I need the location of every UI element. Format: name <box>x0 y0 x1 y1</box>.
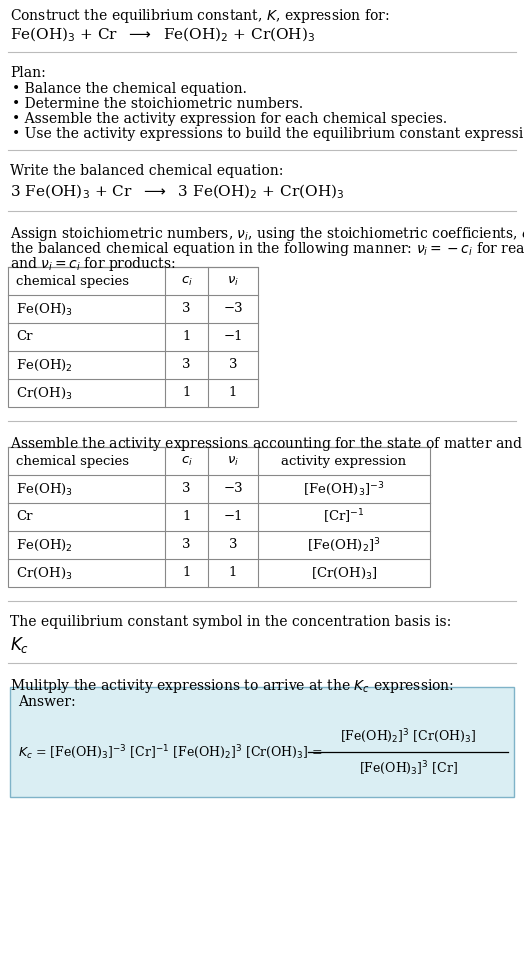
Text: −1: −1 <box>223 510 243 524</box>
Text: 3 Fe(OH)$_3$ + Cr  $\longrightarrow$  3 Fe(OH)$_2$ + Cr(OH)$_3$: 3 Fe(OH)$_3$ + Cr $\longrightarrow$ 3 Fe… <box>10 183 344 201</box>
Text: $c_i$: $c_i$ <box>181 274 192 288</box>
Text: $K_c$ = [Fe(OH)$_3$]$^{-3}$ [Cr]$^{-1}$ [Fe(OH)$_2$]$^3$ [Cr(OH)$_3$] =: $K_c$ = [Fe(OH)$_3$]$^{-3}$ [Cr]$^{-1}$ … <box>18 743 324 760</box>
Text: [Fe(OH)$_2$]$^3$: [Fe(OH)$_2$]$^3$ <box>307 536 381 554</box>
Text: Fe(OH)$_3$: Fe(OH)$_3$ <box>16 481 73 497</box>
Text: [Fe(OH)$_3$]$^3$ [Cr]: [Fe(OH)$_3$]$^3$ [Cr] <box>358 760 457 777</box>
Text: 3: 3 <box>182 482 191 496</box>
Text: −1: −1 <box>223 331 243 343</box>
Text: 3: 3 <box>229 359 237 371</box>
Text: 3: 3 <box>182 302 191 316</box>
Text: Assign stoichiometric numbers, $\nu_i$, using the stoichiometric coefficients, $: Assign stoichiometric numbers, $\nu_i$, … <box>10 225 524 243</box>
Text: [Fe(OH)$_2$]$^3$ [Cr(OH)$_3$]: [Fe(OH)$_2$]$^3$ [Cr(OH)$_3$] <box>340 727 476 745</box>
Text: Cr: Cr <box>16 331 32 343</box>
Text: • Assemble the activity expression for each chemical species.: • Assemble the activity expression for e… <box>12 112 447 126</box>
Text: Assemble the activity expressions accounting for the state of matter and $\nu_i$: Assemble the activity expressions accoun… <box>10 435 524 453</box>
Text: • Determine the stoichiometric numbers.: • Determine the stoichiometric numbers. <box>12 97 303 111</box>
Bar <box>8 447 430 587</box>
Text: 1: 1 <box>182 331 191 343</box>
Text: Plan:: Plan: <box>10 66 46 80</box>
Text: Fe(OH)$_3$: Fe(OH)$_3$ <box>16 301 73 316</box>
Text: [Cr]$^{-1}$: [Cr]$^{-1}$ <box>323 508 365 526</box>
Bar <box>8 267 258 407</box>
Text: and $\nu_i = c_i$ for products:: and $\nu_i = c_i$ for products: <box>10 255 176 273</box>
Text: Cr(OH)$_3$: Cr(OH)$_3$ <box>16 386 72 401</box>
Text: Cr: Cr <box>16 510 32 524</box>
Text: 1: 1 <box>229 386 237 400</box>
Text: 1: 1 <box>182 510 191 524</box>
FancyBboxPatch shape <box>10 687 514 797</box>
Text: $K_c$: $K_c$ <box>10 635 29 655</box>
Text: −3: −3 <box>223 482 243 496</box>
Text: the balanced chemical equation in the following manner: $\nu_i = -c_i$ for react: the balanced chemical equation in the fo… <box>10 240 524 258</box>
Text: 3: 3 <box>229 539 237 551</box>
Text: $\nu_i$: $\nu_i$ <box>227 274 239 288</box>
Text: [Cr(OH)$_3$]: [Cr(OH)$_3$] <box>311 566 377 580</box>
Text: $\nu_i$: $\nu_i$ <box>227 455 239 468</box>
Text: $c_i$: $c_i$ <box>181 455 192 468</box>
Text: chemical species: chemical species <box>16 274 129 288</box>
Text: Write the balanced chemical equation:: Write the balanced chemical equation: <box>10 164 283 178</box>
Text: Fe(OH)$_2$: Fe(OH)$_2$ <box>16 358 73 373</box>
Text: 1: 1 <box>229 567 237 579</box>
Text: −3: −3 <box>223 302 243 316</box>
Text: Cr(OH)$_3$: Cr(OH)$_3$ <box>16 566 72 580</box>
Text: activity expression: activity expression <box>281 455 407 467</box>
Text: [Fe(OH)$_3$]$^{-3}$: [Fe(OH)$_3$]$^{-3}$ <box>303 480 385 498</box>
Text: Fe(OH)$_2$: Fe(OH)$_2$ <box>16 537 73 552</box>
Text: Construct the equilibrium constant, $K$, expression for:: Construct the equilibrium constant, $K$,… <box>10 7 390 25</box>
Text: • Use the activity expressions to build the equilibrium constant expression.: • Use the activity expressions to build … <box>12 127 524 141</box>
Text: Fe(OH)$_3$ + Cr  $\longrightarrow$  Fe(OH)$_2$ + Cr(OH)$_3$: Fe(OH)$_3$ + Cr $\longrightarrow$ Fe(OH)… <box>10 26 315 44</box>
Text: Mulitply the activity expressions to arrive at the $K_c$ expression:: Mulitply the activity expressions to arr… <box>10 677 454 695</box>
Text: Answer:: Answer: <box>18 695 75 709</box>
Text: chemical species: chemical species <box>16 455 129 467</box>
Text: 3: 3 <box>182 539 191 551</box>
Text: 3: 3 <box>182 359 191 371</box>
Text: 1: 1 <box>182 386 191 400</box>
Text: The equilibrium constant symbol in the concentration basis is:: The equilibrium constant symbol in the c… <box>10 615 451 629</box>
Text: • Balance the chemical equation.: • Balance the chemical equation. <box>12 82 247 96</box>
Text: 1: 1 <box>182 567 191 579</box>
